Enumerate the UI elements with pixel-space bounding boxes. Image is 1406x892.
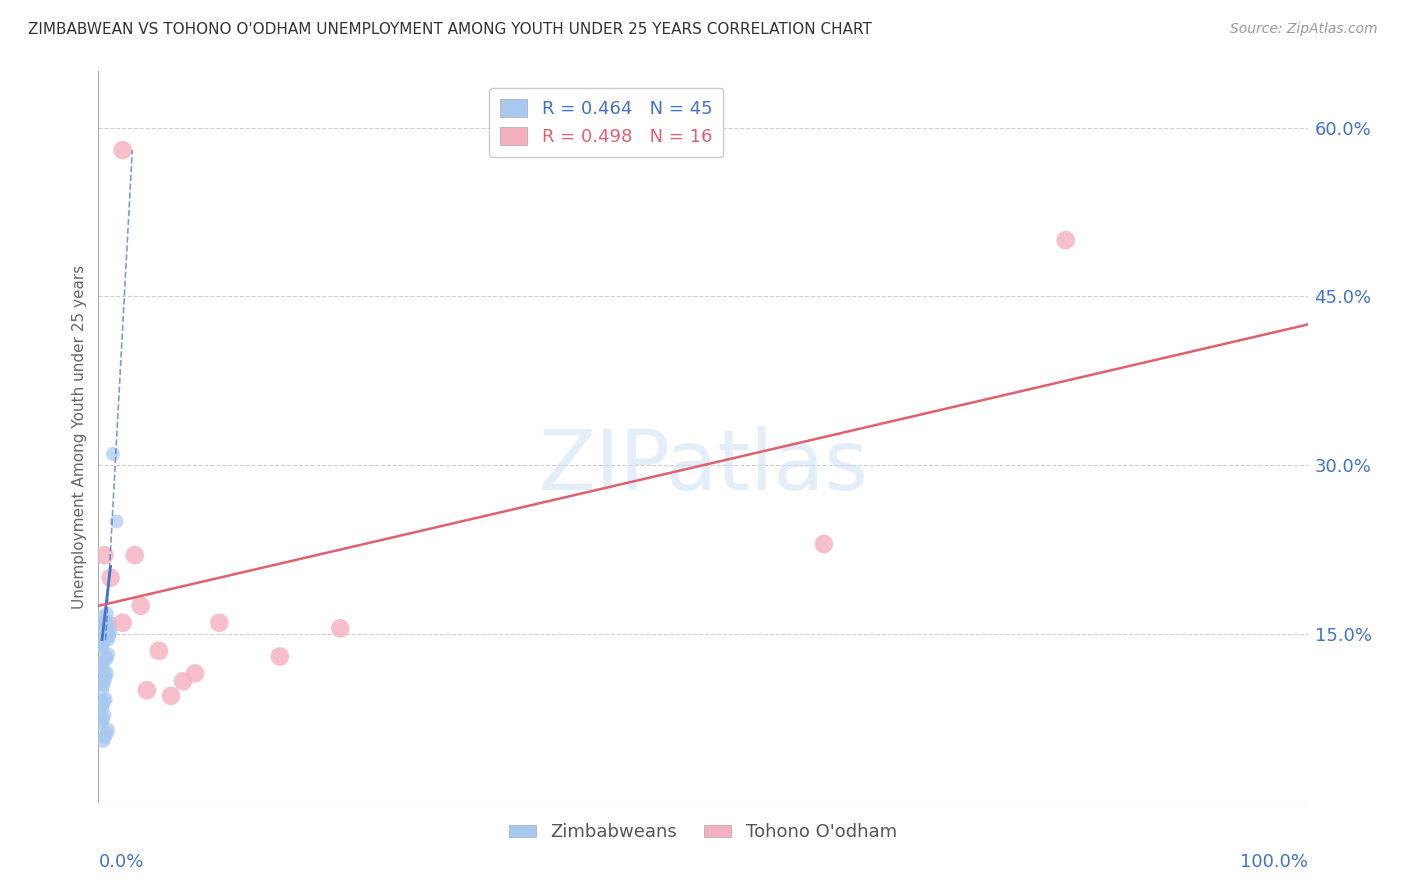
Text: Source: ZipAtlas.com: Source: ZipAtlas.com xyxy=(1230,22,1378,37)
Point xyxy=(124,548,146,562)
Point xyxy=(93,731,115,745)
Point xyxy=(172,674,194,689)
Point xyxy=(91,697,114,711)
Point xyxy=(91,700,114,714)
Point xyxy=(91,655,114,669)
Point xyxy=(94,728,117,742)
Point xyxy=(111,143,134,157)
Point xyxy=(91,640,114,655)
Point xyxy=(94,692,117,706)
Point xyxy=(96,666,118,681)
Point xyxy=(93,632,115,647)
Point xyxy=(93,618,115,632)
Point xyxy=(148,644,170,658)
Point xyxy=(94,649,117,664)
Point xyxy=(93,663,115,677)
Point xyxy=(329,621,352,635)
Point xyxy=(98,629,121,643)
Point xyxy=(93,548,115,562)
Point xyxy=(184,666,207,681)
Point xyxy=(94,670,117,684)
Point xyxy=(98,621,121,635)
Point xyxy=(96,607,118,621)
Point xyxy=(100,571,122,585)
Point xyxy=(91,683,114,698)
Point xyxy=(90,610,112,624)
Point xyxy=(100,615,122,630)
Point xyxy=(100,624,122,639)
Point xyxy=(90,661,112,675)
Point xyxy=(91,636,114,650)
Point xyxy=(91,615,114,630)
Point xyxy=(94,614,117,628)
Legend: Zimbabweans, Tohono O'odham: Zimbabweans, Tohono O'odham xyxy=(502,816,904,848)
Point xyxy=(91,678,114,692)
Point xyxy=(111,615,134,630)
Y-axis label: Unemployment Among Youth under 25 years: Unemployment Among Youth under 25 years xyxy=(72,265,87,609)
Point xyxy=(129,599,152,613)
Point xyxy=(135,683,157,698)
Point xyxy=(91,711,114,725)
Point xyxy=(160,689,183,703)
Point xyxy=(813,537,835,551)
Text: ZIPatlas: ZIPatlas xyxy=(538,425,868,507)
Text: 100.0%: 100.0% xyxy=(1240,854,1308,871)
Text: 0.0%: 0.0% xyxy=(98,854,143,871)
Point xyxy=(96,726,118,740)
Point xyxy=(91,658,114,673)
Point xyxy=(97,647,120,661)
Point xyxy=(208,615,231,630)
Point xyxy=(93,674,115,689)
Point xyxy=(91,714,114,729)
Point xyxy=(97,723,120,737)
Point xyxy=(101,447,124,461)
Point xyxy=(97,632,120,647)
Point xyxy=(93,708,115,723)
Point xyxy=(97,618,120,632)
Point xyxy=(94,629,117,643)
Text: ZIMBABWEAN VS TOHONO O'ODHAM UNEMPLOYMENT AMONG YOUTH UNDER 25 YEARS CORRELATION: ZIMBABWEAN VS TOHONO O'ODHAM UNEMPLOYMEN… xyxy=(28,22,872,37)
Point xyxy=(91,734,114,748)
Point xyxy=(96,652,118,666)
Point xyxy=(91,621,114,635)
Point xyxy=(105,515,128,529)
Point xyxy=(269,649,291,664)
Point xyxy=(96,627,118,641)
Point xyxy=(90,717,112,731)
Point xyxy=(93,694,115,708)
Point xyxy=(90,638,112,652)
Point xyxy=(1054,233,1077,247)
